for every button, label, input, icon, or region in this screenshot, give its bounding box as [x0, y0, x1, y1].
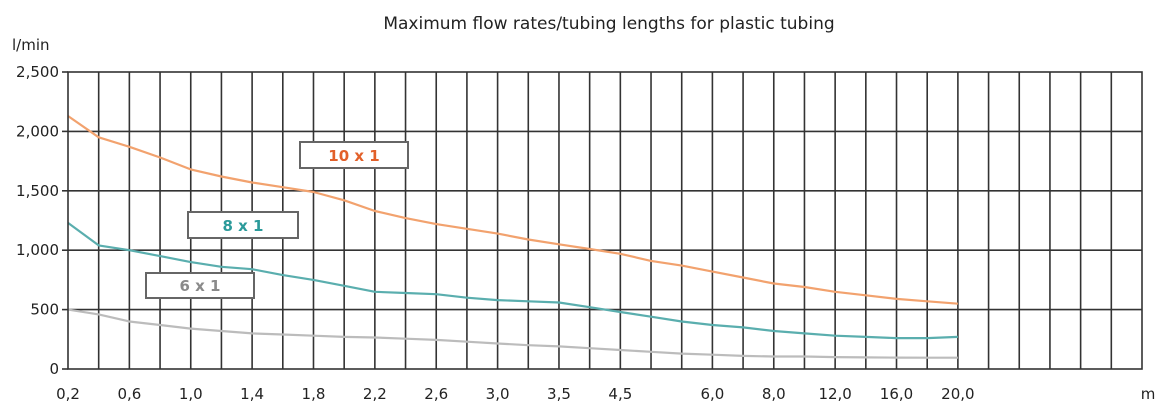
legend-box-8x1: [187, 211, 299, 239]
y-tick-label: 500: [30, 301, 59, 319]
plot-frame: [67, 71, 1143, 370]
x-tick-label: 1,4: [240, 385, 264, 403]
x-tick-label: 12,0: [818, 385, 851, 403]
grid-layer: [68, 72, 1142, 369]
legend-text-8x1: 8 x 1: [223, 217, 264, 235]
legend-label-6x1: 6 x 1: [145, 272, 255, 299]
x-tick-label: 1,0: [179, 385, 203, 403]
series-layer: [67, 115, 958, 359]
series-line-2: [67, 308, 958, 359]
x-tick-label: 0,6: [117, 385, 141, 403]
series-line-1: [67, 222, 958, 340]
legend-box-10x1: [299, 141, 409, 169]
x-tick-label: 4,5: [608, 385, 632, 403]
x-tick-label: 2,6: [424, 385, 448, 403]
x-axis-unit: m: [1141, 385, 1156, 403]
y-tick-label: 2,500: [16, 63, 59, 81]
x-tick-label: 3,0: [486, 385, 510, 403]
y-axis-ticks: 0 500 1,000 1,500 2,000 2,500: [16, 63, 68, 378]
x-tick-label: 8,0: [762, 385, 786, 403]
series-line-0: [67, 115, 958, 305]
x-tick-label: 16,0: [880, 385, 913, 403]
y-tick-label: 1,000: [16, 241, 59, 259]
x-tick-label: 2,2: [363, 385, 387, 403]
x-tick-label: 20,0: [941, 385, 974, 403]
x-tick-label: 1,8: [302, 385, 326, 403]
legend-text-6x1: 6 x 1: [180, 277, 221, 295]
x-tick-label: 3,5: [547, 385, 571, 403]
y-tick-label: 2,000: [16, 122, 59, 140]
legend-box-6x1: [145, 272, 255, 299]
chart-title: Maximum flow rates/tubing lengths for pl…: [383, 14, 834, 34]
x-tick-label: 0,2: [56, 385, 80, 403]
y-axis-unit: l/min: [12, 36, 50, 54]
y-tick-label: 1,500: [16, 182, 59, 200]
legend-label-10x1: 10 x 1: [299, 141, 409, 169]
x-axis-ticks: 0,2 0,6 1,0 1,4 1,8 2,2 2,6 3,0 3,5 4,5 6,0 8,0 12,0…: [56, 385, 975, 403]
x-tick-label: 6,0: [700, 385, 724, 403]
legend-text-10x1: 10 x 1: [328, 147, 379, 165]
legend-label-8x1: 8 x 1: [187, 211, 299, 239]
y-tick-label: 0: [49, 360, 59, 378]
